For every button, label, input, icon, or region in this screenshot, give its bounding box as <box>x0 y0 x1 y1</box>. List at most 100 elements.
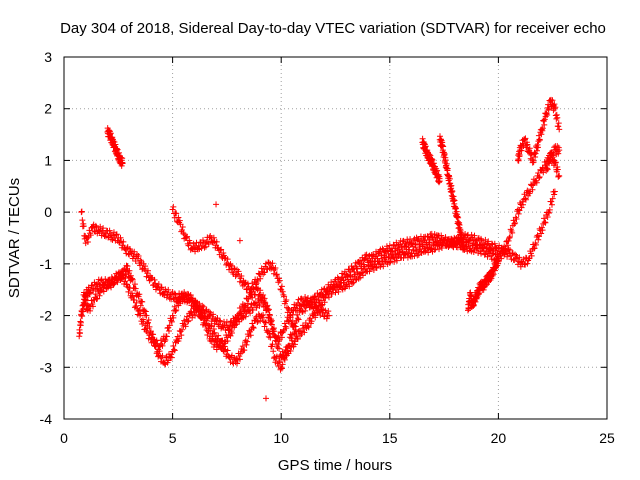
data-point <box>552 159 559 166</box>
data-point <box>492 267 499 274</box>
data-point <box>516 254 523 261</box>
data-point <box>260 291 267 298</box>
data-point <box>87 286 94 293</box>
x-tick-labels: 0 5 10 15 20 25 <box>60 430 615 446</box>
data-point <box>463 244 470 251</box>
data-point <box>233 355 240 362</box>
data-point <box>352 277 359 284</box>
data-point <box>455 214 462 221</box>
data-point <box>213 242 220 249</box>
data-point <box>441 150 448 157</box>
data-point <box>210 326 217 333</box>
data-point <box>393 239 400 246</box>
data-point <box>213 201 220 208</box>
x-tick-label: 25 <box>599 430 615 446</box>
data-point <box>168 354 175 361</box>
data-point <box>422 143 429 150</box>
data-point <box>152 280 159 287</box>
data-point <box>305 324 312 331</box>
data-point <box>273 271 280 278</box>
data-point <box>546 209 553 216</box>
data-point <box>236 237 243 244</box>
data-point <box>161 360 168 367</box>
data-point <box>445 243 452 250</box>
data-point <box>552 104 559 111</box>
data-point <box>179 326 186 333</box>
data-point <box>325 294 332 301</box>
data-point <box>302 293 309 300</box>
data-point <box>228 329 235 336</box>
data-point <box>365 253 372 260</box>
data-point <box>386 259 393 266</box>
data-point <box>256 302 263 309</box>
data-point <box>104 281 111 288</box>
data-point <box>171 347 178 354</box>
data-point <box>518 204 525 211</box>
data-point <box>539 125 546 132</box>
data-point <box>534 147 541 154</box>
data-point <box>412 244 419 251</box>
data-point <box>141 307 148 314</box>
y-tick-label: 2 <box>44 101 52 117</box>
data-point <box>290 322 297 329</box>
y-tick-label: -1 <box>40 256 53 272</box>
data-point <box>535 236 542 243</box>
data-point <box>269 341 276 348</box>
data-point <box>261 295 268 302</box>
data-point <box>270 325 277 332</box>
data-point <box>155 346 162 353</box>
data-point <box>179 226 186 233</box>
data-point <box>165 328 172 335</box>
data-point <box>291 338 298 345</box>
data-point <box>234 360 241 367</box>
data-point <box>79 217 86 224</box>
data-point <box>536 137 543 144</box>
data-point <box>437 136 444 143</box>
data-point <box>515 157 522 164</box>
data-point <box>293 333 300 340</box>
data-point <box>411 253 418 260</box>
data-point <box>236 353 243 360</box>
data-point <box>349 280 356 287</box>
data-point <box>129 276 136 283</box>
data-point <box>179 223 186 230</box>
data-point <box>208 338 215 345</box>
data-point <box>323 315 330 322</box>
data-point <box>484 253 491 260</box>
data-point <box>311 299 318 306</box>
data-points <box>76 96 563 402</box>
data-point <box>77 319 84 326</box>
data-point <box>119 242 126 249</box>
data-point <box>212 337 219 344</box>
data-point <box>505 237 512 244</box>
series-track-h <box>464 253 502 314</box>
series-track-e <box>169 203 300 340</box>
data-point <box>140 318 147 325</box>
data-point <box>110 281 117 288</box>
data-point <box>287 311 294 318</box>
data-point <box>158 285 165 292</box>
data-point <box>236 356 243 363</box>
data-point <box>509 229 516 236</box>
plot-frame <box>63 56 608 420</box>
data-point <box>556 147 563 154</box>
data-point <box>534 232 541 239</box>
data-point <box>195 307 202 314</box>
data-point <box>201 244 208 251</box>
data-point <box>205 328 212 335</box>
data-point <box>207 322 214 329</box>
data-point <box>250 324 257 331</box>
data-point <box>117 234 124 241</box>
data-point <box>465 306 472 313</box>
data-point <box>438 245 445 252</box>
data-point <box>366 268 373 275</box>
data-point <box>216 317 223 324</box>
data-point <box>281 355 288 362</box>
data-point <box>522 135 529 142</box>
data-point <box>328 290 335 297</box>
data-point <box>171 303 178 310</box>
data-point <box>467 247 474 254</box>
data-point <box>89 303 96 310</box>
data-point <box>243 341 250 348</box>
data-point <box>247 310 254 317</box>
